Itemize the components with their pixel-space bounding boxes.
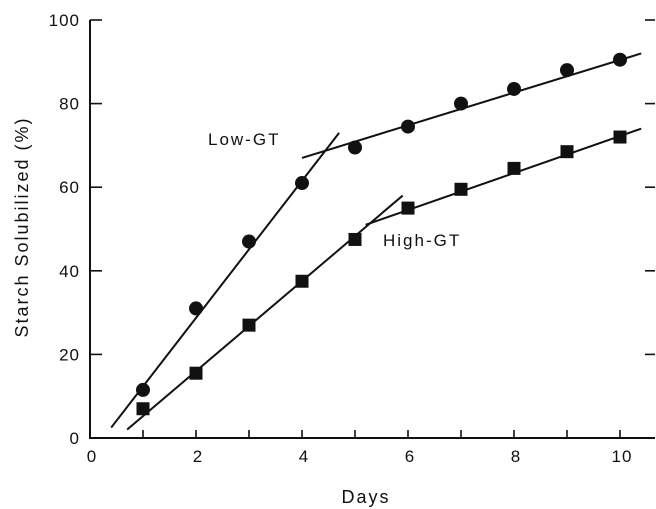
y-axis-label: Starch Solubilized (%) — [12, 116, 32, 337]
fit-line-square — [126, 194, 404, 431]
data-point-square — [242, 318, 256, 332]
data-point-square — [454, 182, 468, 196]
data-point-circle — [348, 140, 362, 155]
data-point-circle — [189, 301, 203, 316]
data-point-square — [613, 130, 627, 144]
data-point-square — [136, 402, 150, 416]
x-tick-label: 4 — [299, 447, 309, 466]
y-tick-label: 20 — [59, 345, 80, 364]
data-point-square — [560, 145, 574, 159]
data-point-circle — [401, 119, 415, 134]
y-tick-label: 60 — [59, 178, 80, 197]
data-point-circle — [295, 176, 309, 191]
x-tick-label: 10 — [612, 447, 633, 466]
data-point-circle — [136, 382, 150, 397]
axis-frame — [89, 20, 655, 439]
series-label-high-gt: High-GT — [383, 231, 461, 250]
ticks: 0 20 40 60 80 100 0 2 4 6 8 10 — [49, 11, 655, 466]
y-tick-label: 40 — [59, 262, 80, 281]
data-point-circle — [560, 63, 574, 78]
data-point-circle — [613, 52, 627, 67]
data-point-square — [401, 201, 415, 215]
series-label-low-gt: Low-GT — [208, 130, 280, 149]
x-tick-label: 6 — [405, 447, 415, 466]
data-point-circle — [454, 96, 468, 111]
x-tick-label: 8 — [511, 447, 521, 466]
x-tick-label: 0 — [87, 447, 97, 466]
y-tick-label: 0 — [70, 429, 80, 448]
fit-line-circle — [301, 52, 642, 159]
axes — [89, 20, 655, 439]
y-tick-label: 100 — [49, 11, 80, 30]
data-point-square — [295, 274, 309, 288]
data-points — [136, 52, 627, 416]
y-tick-label: 80 — [59, 95, 80, 114]
x-axis-label: Days — [341, 487, 390, 507]
data-point-circle — [507, 81, 521, 96]
data-point-circle — [242, 234, 256, 249]
x-tick-label: 2 — [193, 447, 203, 466]
data-point-square — [507, 161, 521, 175]
data-point-square — [348, 232, 362, 246]
data-point-square — [189, 366, 203, 380]
